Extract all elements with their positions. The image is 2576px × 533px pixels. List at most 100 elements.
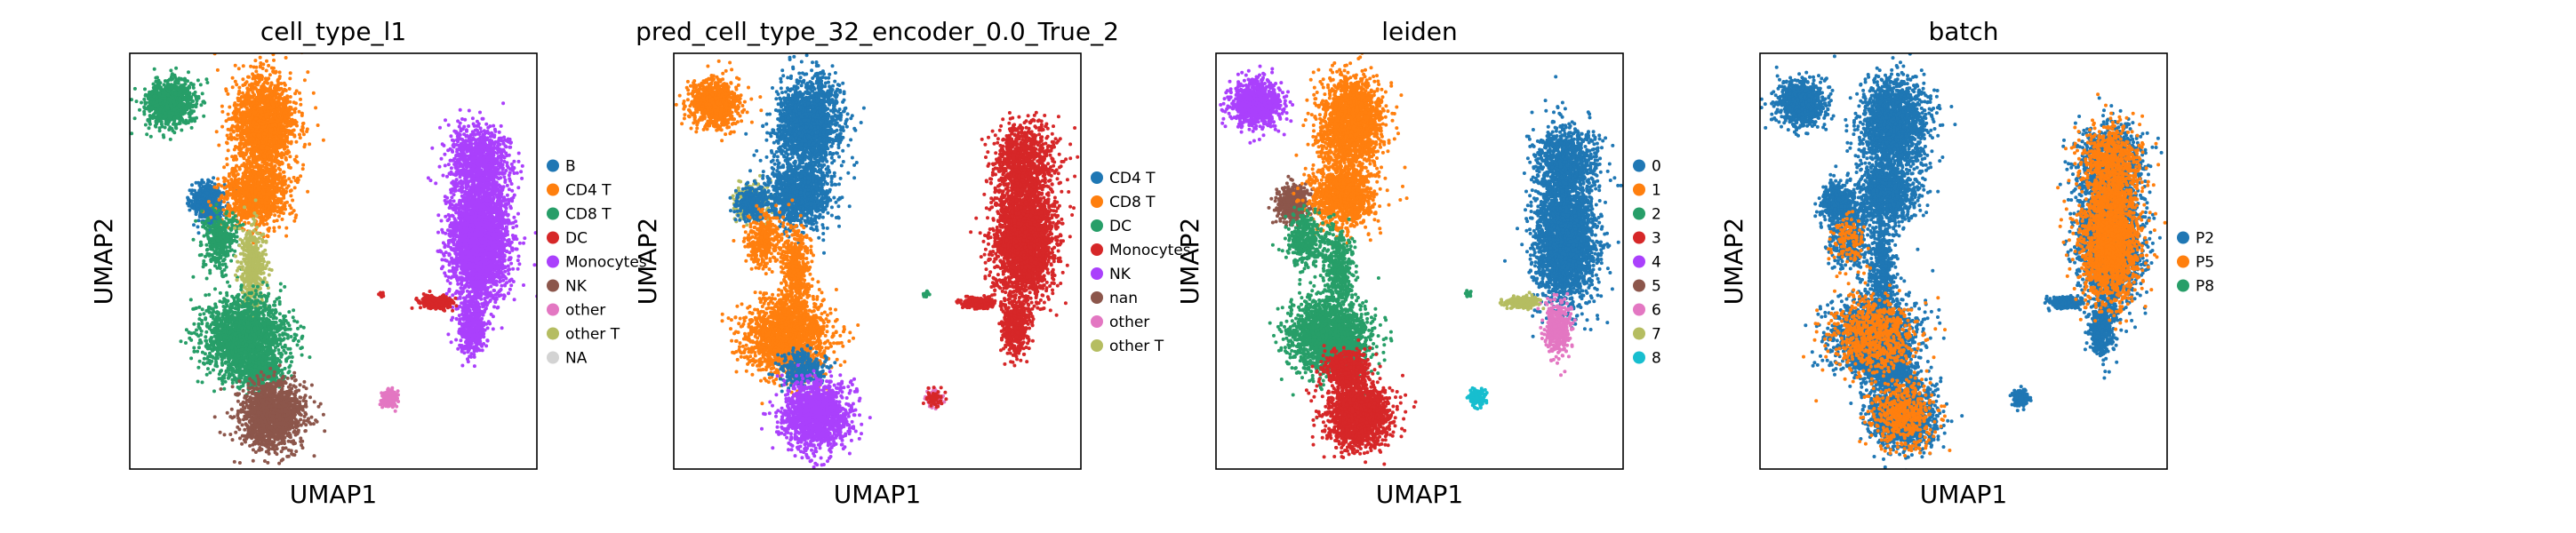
panel-title: cell_type_l1 xyxy=(260,17,406,46)
legend-item: NK xyxy=(547,278,588,296)
legend-label: 5 xyxy=(1652,278,1661,296)
legend-marker xyxy=(2177,255,2189,268)
point-cluster xyxy=(449,294,495,369)
point-cluster xyxy=(767,344,837,395)
legend-marker xyxy=(1633,303,1645,316)
legend-label: 2 xyxy=(1652,206,1661,224)
legend-label: Monocytes xyxy=(1109,242,1191,259)
legend: P2 P5 P8 xyxy=(2177,230,2214,296)
legend-item: other T xyxy=(1091,338,1164,355)
legend-item: CD4 T xyxy=(547,182,612,200)
legend-item: 3 xyxy=(1633,230,1661,248)
legend-label: CD8 T xyxy=(1109,194,1156,211)
legend-label: nan xyxy=(1109,290,1138,307)
legend-label: other T xyxy=(565,326,620,344)
legend-label: CD4 T xyxy=(1109,170,1156,187)
legend-item: other xyxy=(547,302,605,320)
legend-label: CD8 T xyxy=(565,206,612,224)
legend-marker xyxy=(1091,195,1103,208)
legend: CD4 T CD8 T DC Monocytes NK nan other other T xyxy=(1091,170,1191,355)
legend-label: DC xyxy=(1109,218,1132,235)
point-cluster xyxy=(732,203,790,282)
point-cluster xyxy=(1858,362,1952,457)
point-cluster xyxy=(201,140,310,245)
legend-marker xyxy=(1633,279,1645,292)
legend-label: P2 xyxy=(2196,230,2214,248)
point-cluster xyxy=(378,386,401,413)
legend-label: P8 xyxy=(2196,278,2214,296)
legend-item: B xyxy=(547,158,576,176)
legend-label: other T xyxy=(1109,338,1164,355)
point-cluster xyxy=(955,293,1004,311)
point-cluster xyxy=(1827,210,1873,279)
point-cluster xyxy=(1465,386,1489,411)
legend-label: 1 xyxy=(1652,182,1661,200)
legend-marker xyxy=(1091,243,1103,256)
point-cluster xyxy=(770,198,820,338)
legend-label: NK xyxy=(1109,266,1132,283)
legend-marker xyxy=(547,303,559,316)
point-cluster xyxy=(428,132,537,343)
point-cluster xyxy=(1310,338,1382,395)
point-cluster xyxy=(1498,290,1546,312)
panel-cell-type-l1: cell_type_l1 UMAP1 UMAP2 B CD4 T CD8 T DC Mo… xyxy=(89,17,647,509)
legend-item: NA xyxy=(547,350,588,368)
point-cluster xyxy=(728,179,775,224)
legend-marker xyxy=(1091,291,1103,304)
x-axis-label: UMAP1 xyxy=(290,480,378,509)
legend-label: CD4 T xyxy=(565,182,612,200)
plot-frame xyxy=(1215,52,1624,470)
legend-label: 0 xyxy=(1652,158,1661,176)
legend-marker xyxy=(1091,171,1103,184)
legend-label: Monocytes xyxy=(565,254,647,272)
point-cluster xyxy=(748,139,857,255)
panel-batch: batch UMAP1 UMAP2 P2 P5 P8 xyxy=(1719,17,2214,509)
legend-marker xyxy=(1633,255,1645,268)
point-cluster xyxy=(1268,270,1394,420)
legend-label: other xyxy=(1109,314,1149,331)
x-axis-label: UMAP1 xyxy=(1920,480,2008,509)
legend-item: 0 xyxy=(1633,158,1661,176)
point-cluster xyxy=(1463,289,1473,298)
panel-title: leiden xyxy=(1381,17,1458,46)
legend-item: other T xyxy=(547,326,620,344)
legend-marker xyxy=(547,351,559,364)
plot-frame xyxy=(129,52,538,470)
point-cluster xyxy=(2083,285,2123,380)
legend-item: CD8 T xyxy=(1091,194,1156,211)
point-cluster xyxy=(999,287,1036,368)
legend-item: Monocytes xyxy=(1091,242,1191,259)
legend-item: 4 xyxy=(1633,254,1661,272)
legend-marker xyxy=(547,255,559,268)
legend-item: DC xyxy=(1091,218,1132,235)
scatter-points xyxy=(674,53,1080,469)
point-cluster xyxy=(969,137,1076,346)
legend-marker xyxy=(1633,207,1645,220)
legend-item: P8 xyxy=(2177,278,2214,296)
legend-label: other xyxy=(565,302,605,320)
point-cluster xyxy=(377,290,386,299)
point-cluster xyxy=(130,66,210,141)
point-cluster xyxy=(1270,203,1332,286)
point-cluster xyxy=(744,53,866,204)
legend-item: P2 xyxy=(2177,230,2214,248)
point-cluster xyxy=(2043,293,2091,313)
point-cluster xyxy=(224,339,292,397)
point-cluster xyxy=(921,289,932,298)
point-cluster xyxy=(212,363,327,465)
point-cluster xyxy=(410,290,459,313)
legend-label: 7 xyxy=(1652,326,1661,344)
point-cluster xyxy=(1219,64,1295,145)
y-axis-label: UMAP2 xyxy=(1719,218,1748,306)
legend-item: P5 xyxy=(2177,254,2214,272)
legend-item: CD8 T xyxy=(547,206,612,224)
legend-item: 8 xyxy=(1633,350,1661,368)
legend-marker xyxy=(1633,183,1645,196)
legend-marker xyxy=(547,207,559,220)
x-axis-label: UMAP1 xyxy=(834,480,922,509)
point-cluster xyxy=(921,386,948,410)
panel-title: batch xyxy=(1928,17,1998,46)
legend-marker xyxy=(1091,219,1103,232)
point-cluster xyxy=(1536,291,1577,378)
